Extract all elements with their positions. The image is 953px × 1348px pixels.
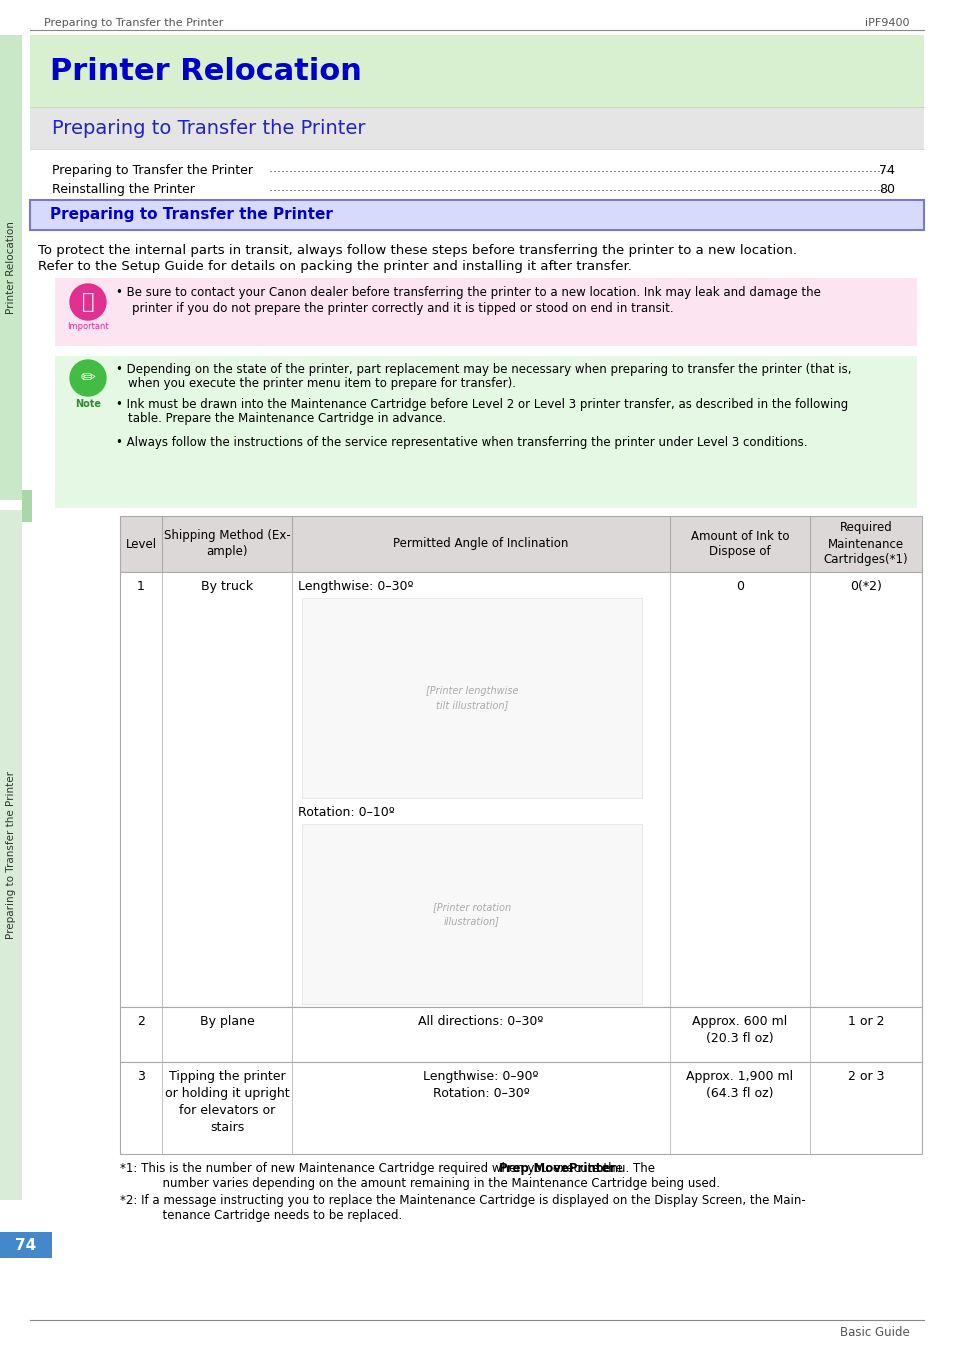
Text: • Depending on the state of the printer, part replacement may be necessary when : • Depending on the state of the printer,… — [116, 363, 851, 376]
Text: Approx. 600 ml
(20.3 fl oz): Approx. 600 ml (20.3 fl oz) — [692, 1015, 787, 1045]
Text: [Printer rotation
illustration]: [Printer rotation illustration] — [433, 902, 511, 926]
Circle shape — [70, 360, 106, 396]
Text: 3: 3 — [137, 1070, 145, 1082]
Text: Basic Guide: Basic Guide — [840, 1326, 909, 1339]
Bar — [0, 35, 22, 500]
Bar — [55, 356, 916, 508]
Text: Amount of Ink to
Dispose of: Amount of Ink to Dispose of — [690, 530, 788, 558]
Text: Level: Level — [125, 538, 156, 550]
Bar — [30, 200, 923, 231]
Bar — [120, 572, 921, 1007]
Bar — [22, 491, 32, 522]
Bar — [120, 1062, 921, 1154]
Text: Preparing to Transfer the Printer: Preparing to Transfer the Printer — [50, 208, 333, 222]
Text: Preparing to Transfer the Printer: Preparing to Transfer the Printer — [44, 18, 223, 28]
Text: ✏: ✏ — [80, 369, 95, 387]
Text: • Be sure to contact your Canon dealer before transferring the printer to a new : • Be sure to contact your Canon dealer b… — [116, 286, 820, 299]
Text: [Printer lengthwise
tilt illustration]: [Printer lengthwise tilt illustration] — [425, 686, 517, 709]
Text: 74: 74 — [15, 1237, 36, 1252]
Text: Tipping the printer
or holding it upright
for elevators or
stairs: Tipping the printer or holding it uprigh… — [165, 1070, 289, 1134]
Text: 1 or 2: 1 or 2 — [847, 1015, 883, 1029]
Text: • Always follow the instructions of the service representative when transferring: • Always follow the instructions of the … — [116, 435, 806, 449]
Text: 0: 0 — [735, 580, 743, 593]
Text: All directions: 0–30º: All directions: 0–30º — [417, 1015, 543, 1029]
Text: *1: This is the number of new Maintenance Cartridge required when you execute th: *1: This is the number of new Maintenanc… — [120, 1162, 626, 1175]
Text: • Ink must be drawn into the Maintenance Cartridge before Level 2 or Level 3 pri: • Ink must be drawn into the Maintenance… — [116, 398, 847, 411]
Text: Required
Maintenance
Cartridges(*1): Required Maintenance Cartridges(*1) — [822, 522, 907, 566]
Bar — [0, 510, 22, 1200]
Text: iPF9400: iPF9400 — [864, 18, 909, 28]
Text: By truck: By truck — [201, 580, 253, 593]
Bar — [302, 824, 641, 1004]
Text: *2: If a message instructing you to replace the Maintenance Cartridge is display: *2: If a message instructing you to repl… — [120, 1194, 805, 1206]
Text: Prep.MovePrinter: Prep.MovePrinter — [498, 1162, 616, 1175]
Bar — [55, 278, 916, 346]
Bar — [302, 599, 641, 798]
Text: By plane: By plane — [199, 1015, 254, 1029]
Text: number varies depending on the amount remaining in the Maintenance Cartridge bei: number varies depending on the amount re… — [140, 1177, 720, 1190]
Text: Rotation: 0–10º: Rotation: 0–10º — [297, 806, 395, 820]
Bar — [120, 1007, 921, 1062]
Text: Reinstalling the Printer: Reinstalling the Printer — [52, 183, 194, 195]
Text: 80: 80 — [878, 183, 894, 195]
Text: tenance Cartridge needs to be replaced.: tenance Cartridge needs to be replaced. — [140, 1209, 402, 1223]
Bar — [30, 35, 923, 106]
Text: 1: 1 — [137, 580, 145, 593]
Text: To protect the internal parts in transit, always follow these steps before trans: To protect the internal parts in transit… — [38, 244, 796, 257]
Text: Approx. 1,900 ml
(64.3 fl oz): Approx. 1,900 ml (64.3 fl oz) — [686, 1070, 793, 1100]
Text: 2 or 3: 2 or 3 — [847, 1070, 883, 1082]
Bar — [0, 1232, 52, 1258]
Text: Lengthwise: 0–30º: Lengthwise: 0–30º — [297, 580, 413, 593]
Text: Printer Relocation: Printer Relocation — [50, 58, 361, 86]
Text: Lengthwise: 0–90º
Rotation: 0–30º: Lengthwise: 0–90º Rotation: 0–30º — [423, 1070, 538, 1100]
Text: Shipping Method (Ex-
ample): Shipping Method (Ex- ample) — [164, 530, 290, 558]
Text: Permitted Angle of Inclination: Permitted Angle of Inclination — [393, 538, 568, 550]
Bar — [120, 516, 921, 572]
Text: Important: Important — [67, 322, 109, 332]
Text: printer if you do not prepare the printer correctly and it is tipped or stood on: printer if you do not prepare the printe… — [132, 302, 673, 315]
Text: 74: 74 — [879, 164, 894, 177]
Bar — [30, 106, 923, 150]
Text: Note: Note — [75, 399, 101, 408]
Text: table. Prepare the Maintenance Cartridge in advance.: table. Prepare the Maintenance Cartridge… — [128, 412, 446, 425]
Text: Printer Relocation: Printer Relocation — [6, 221, 16, 314]
Text: Refer to the Setup Guide for details on packing the printer and installing it af: Refer to the Setup Guide for details on … — [38, 260, 631, 274]
Text: menu. The: menu. The — [588, 1162, 655, 1175]
Circle shape — [70, 284, 106, 319]
Text: Preparing to Transfer the Printer: Preparing to Transfer the Printer — [52, 164, 253, 177]
Text: Preparing to Transfer the Printer: Preparing to Transfer the Printer — [6, 771, 16, 940]
Text: Preparing to Transfer the Printer: Preparing to Transfer the Printer — [52, 119, 365, 137]
Text: 2: 2 — [137, 1015, 145, 1029]
Text: 0(*2): 0(*2) — [849, 580, 881, 593]
Text: ✋: ✋ — [82, 293, 94, 311]
Text: when you execute the printer menu item to prepare for transfer).: when you execute the printer menu item t… — [128, 377, 516, 390]
